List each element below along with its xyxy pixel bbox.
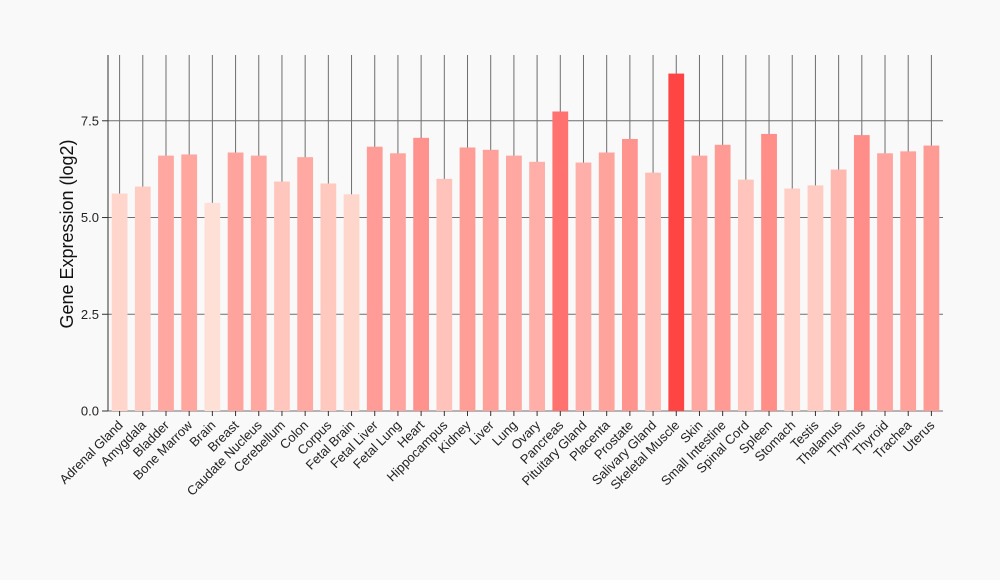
y-tick-label: 5.0 bbox=[81, 210, 99, 225]
bar-bladder[interactable] bbox=[158, 155, 174, 411]
axis-layer bbox=[102, 55, 932, 416]
bar-skin[interactable] bbox=[691, 155, 708, 411]
y-tick-label: 0.0 bbox=[81, 404, 99, 419]
y-tick-label: 7.5 bbox=[81, 113, 99, 128]
bar-salivary-gland[interactable] bbox=[645, 172, 661, 411]
bar-placenta[interactable] bbox=[598, 152, 615, 411]
bar-stomach[interactable] bbox=[784, 188, 801, 412]
bar-kidney[interactable] bbox=[459, 147, 476, 411]
bar-thyroid[interactable] bbox=[877, 153, 893, 411]
x-tick-label: Liver bbox=[466, 417, 497, 448]
bar-testis[interactable] bbox=[807, 185, 824, 411]
bar-bone-marrow[interactable] bbox=[181, 154, 198, 412]
y-tick-label: 2.5 bbox=[81, 307, 99, 322]
bar-breast[interactable] bbox=[227, 152, 244, 411]
bar-thalamus[interactable] bbox=[830, 169, 847, 411]
bar-fetal-brain[interactable] bbox=[343, 194, 360, 411]
bar-cerebellum[interactable] bbox=[274, 181, 290, 411]
bar-fetal-lung[interactable] bbox=[390, 153, 406, 411]
bar-liver[interactable] bbox=[482, 149, 499, 411]
bar-spleen[interactable] bbox=[761, 133, 777, 411]
bar-caudate-nucleus[interactable] bbox=[250, 155, 267, 411]
bar-layer bbox=[111, 73, 940, 412]
bar-uterus[interactable] bbox=[923, 145, 940, 411]
bar-lung[interactable] bbox=[506, 155, 522, 411]
y-axis-title: Gene Expression (log2) bbox=[57, 139, 77, 328]
bar-heart[interactable] bbox=[413, 137, 430, 411]
bar-colon[interactable] bbox=[297, 157, 314, 411]
bar-prostate[interactable] bbox=[621, 138, 638, 412]
bar-amygdala[interactable] bbox=[134, 186, 151, 411]
bar-small-intestine[interactable] bbox=[714, 144, 731, 411]
bar-hippocampus[interactable] bbox=[436, 178, 453, 411]
bar-fetal-liver[interactable] bbox=[366, 146, 383, 412]
bar-corpus[interactable] bbox=[320, 183, 337, 411]
bar-adrenal-gland[interactable] bbox=[111, 193, 128, 411]
bar-thymus[interactable] bbox=[853, 135, 870, 411]
bar-pituitary-gland[interactable] bbox=[575, 162, 592, 411]
bar-trachea[interactable] bbox=[900, 151, 917, 411]
bar-brain[interactable] bbox=[204, 202, 221, 411]
bar-spinal-cord[interactable] bbox=[737, 179, 754, 411]
bar-skeletal-muscle[interactable] bbox=[668, 73, 685, 411]
bar-pancreas[interactable] bbox=[552, 111, 569, 411]
bar-ovary[interactable] bbox=[529, 161, 545, 411]
